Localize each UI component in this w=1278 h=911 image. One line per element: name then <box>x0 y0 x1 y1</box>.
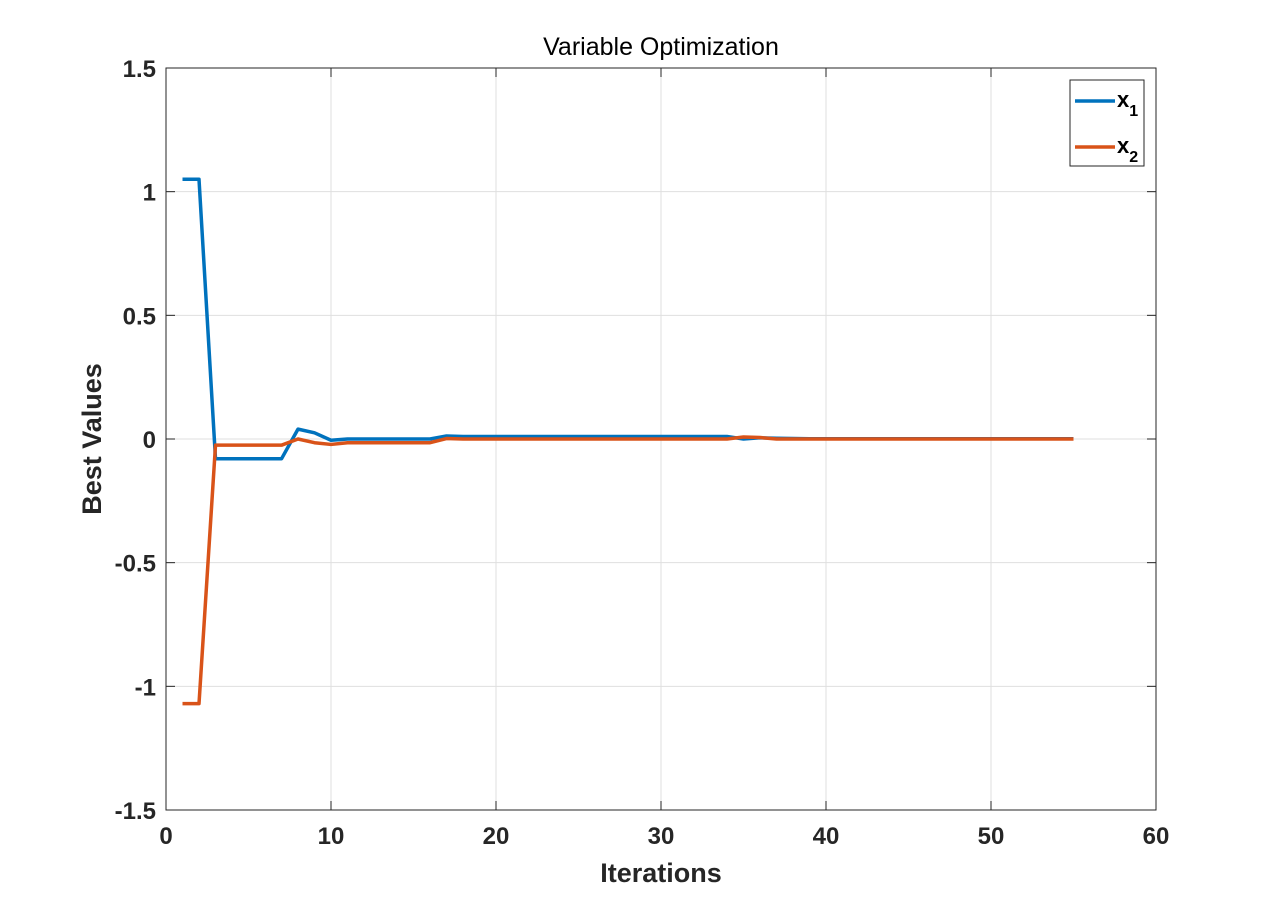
legend-label-subscript: 2 <box>1129 149 1138 166</box>
legend-box <box>1069 79 1145 167</box>
x-tick-label: 30 <box>648 823 675 850</box>
chart-title: Variable Optimization <box>543 33 779 61</box>
legend-label-x1: x1 <box>1117 87 1138 120</box>
x-axis-label: Iterations <box>600 858 722 888</box>
x-tick-label: 40 <box>813 823 840 850</box>
series-line-x2 <box>182 435 1074 706</box>
x-tick-label: 20 <box>483 823 510 850</box>
legend-label-x2: x2 <box>1117 133 1138 166</box>
x-tick-label: 60 <box>1143 823 1170 850</box>
y-tick-label: -0.5 <box>115 551 156 578</box>
x-tick-label: 50 <box>978 823 1005 850</box>
y-tick-label: -1 <box>135 674 156 701</box>
x-tick-labels: 0 10 20 30 40 50 60 <box>159 823 1169 850</box>
y-tick-labels: -1.5 -1 -0.5 0 0.5 1 1.5 <box>115 56 156 825</box>
x-tick-label: 0 <box>159 823 172 850</box>
y-tick-label: -1.5 <box>115 798 156 825</box>
legend-label-subscript: 1 <box>1129 103 1138 120</box>
y-tick-label: 1 <box>143 180 156 207</box>
y-tick-label: 1.5 <box>123 56 156 83</box>
y-tick-label: 0 <box>143 427 156 454</box>
x-tick-label: 10 <box>318 823 345 850</box>
y-axis-label: Best Values <box>77 363 107 515</box>
legend-label-main: x <box>1117 133 1130 158</box>
series-group <box>182 177 1074 706</box>
plot-frame <box>165 67 1157 811</box>
legend-label-main: x <box>1117 87 1130 112</box>
y-tick-label: 0.5 <box>123 303 156 330</box>
